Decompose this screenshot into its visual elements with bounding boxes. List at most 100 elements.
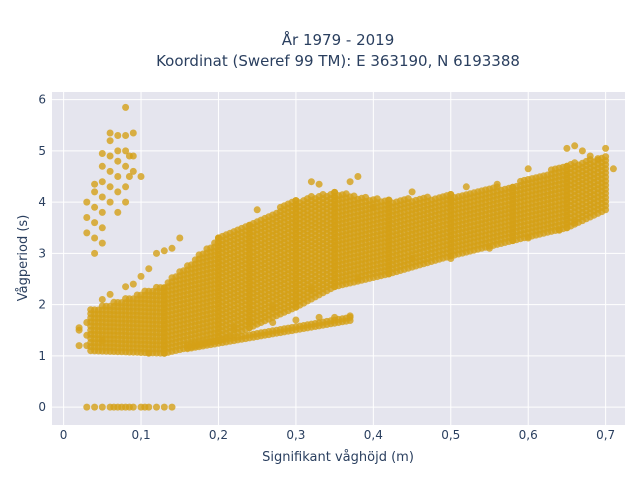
data-point	[106, 198, 114, 206]
data-point	[114, 147, 122, 155]
data-point	[114, 157, 122, 165]
data-point	[602, 153, 610, 161]
data-point	[114, 208, 122, 216]
data-point	[578, 147, 586, 155]
y-axis-ticks: 0 1 2 3 4 5 6	[38, 93, 46, 414]
data-point	[176, 234, 184, 242]
data-point	[75, 324, 83, 332]
data-point	[83, 319, 91, 326]
data-point	[122, 183, 130, 191]
data-point	[307, 285, 315, 293]
data-point	[609, 165, 617, 173]
data-point	[571, 142, 579, 150]
y-axis-title: Vågperiod (s)	[16, 215, 31, 302]
data-point	[129, 280, 137, 288]
data-point	[160, 403, 168, 411]
data-point	[91, 234, 99, 242]
data-points	[75, 103, 617, 411]
data-point	[145, 403, 153, 411]
data-point	[91, 180, 99, 188]
data-point	[98, 208, 106, 216]
data-point	[602, 144, 610, 152]
data-point	[83, 214, 91, 221]
data-point	[307, 178, 315, 186]
data-point	[91, 403, 99, 411]
chart-subtitle: Koordinat (Sweref 99 TM): E 363190, N 61…	[156, 52, 520, 70]
data-point	[91, 203, 99, 211]
data-point	[114, 188, 122, 196]
chart-title: År 1979 - 2019	[282, 30, 395, 49]
data-point	[462, 183, 470, 191]
data-point	[122, 283, 130, 291]
data-point	[98, 224, 106, 232]
data-point	[91, 249, 99, 257]
data-point	[122, 162, 130, 170]
x-tick-label: 0,2	[209, 428, 228, 442]
data-point	[129, 129, 137, 137]
x-tick-label: 0,7	[596, 428, 615, 442]
x-tick-label: 0,5	[441, 428, 460, 442]
data-point	[594, 155, 602, 163]
data-point	[555, 226, 563, 234]
data-point	[524, 234, 532, 242]
data-point	[215, 337, 222, 344]
data-point	[408, 188, 416, 196]
data-point	[106, 152, 114, 160]
data-point	[571, 219, 579, 227]
data-point	[122, 103, 130, 111]
data-point	[524, 165, 532, 173]
data-point	[369, 203, 377, 211]
y-tick-label: 5	[38, 144, 46, 158]
data-point	[269, 303, 277, 311]
x-tick-label: 0,6	[519, 428, 538, 442]
data-point	[354, 173, 362, 180]
data-point	[137, 272, 145, 280]
data-point	[563, 144, 571, 152]
x-tick-label: 0,3	[286, 428, 305, 442]
data-point	[106, 290, 114, 298]
y-tick-label: 0	[38, 400, 46, 414]
data-point	[129, 167, 137, 175]
data-point	[153, 249, 160, 257]
data-point	[91, 219, 99, 227]
data-point	[493, 180, 501, 188]
data-point	[106, 129, 114, 137]
data-point	[230, 324, 238, 332]
data-point	[129, 152, 137, 160]
data-point	[292, 316, 300, 324]
data-point	[98, 239, 106, 247]
data-point	[83, 403, 91, 411]
data-point	[98, 296, 106, 303]
data-point	[145, 349, 153, 357]
data-point	[408, 255, 416, 262]
data-point	[122, 147, 130, 155]
data-point	[215, 234, 222, 242]
y-tick-label: 4	[38, 195, 46, 209]
y-tick-label: 1	[38, 349, 46, 363]
data-point	[83, 198, 91, 206]
data-point	[315, 180, 323, 188]
data-point	[98, 337, 106, 344]
x-tick-label: 0,1	[132, 428, 151, 442]
data-point	[75, 342, 83, 350]
data-point	[346, 312, 354, 320]
data-point	[83, 229, 91, 237]
data-point	[168, 403, 176, 411]
data-point	[98, 193, 106, 201]
data-point	[586, 152, 594, 160]
data-point	[98, 162, 106, 170]
data-point	[168, 244, 176, 252]
y-tick-label: 6	[38, 93, 46, 107]
data-point	[129, 403, 137, 411]
data-point	[125, 173, 133, 180]
x-tick-label: 0	[60, 428, 68, 442]
y-tick-label: 2	[38, 298, 46, 312]
x-tick-label: 0,4	[364, 428, 383, 442]
y-tick-label: 3	[38, 246, 46, 260]
data-point	[83, 342, 91, 350]
data-point	[83, 331, 91, 339]
x-axis-title: Signifikant våghöjd (m)	[262, 450, 414, 465]
data-point	[486, 244, 493, 252]
